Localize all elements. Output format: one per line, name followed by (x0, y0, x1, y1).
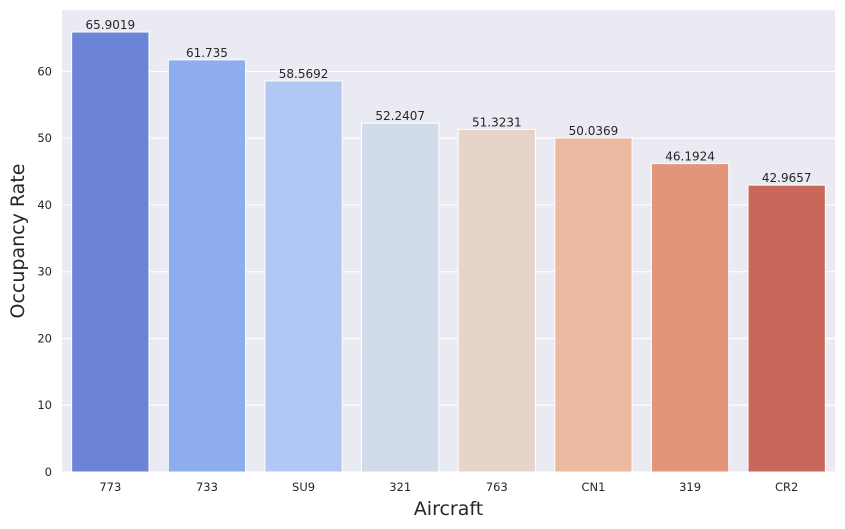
x-tick-label: CR2 (775, 480, 798, 494)
x-tick-label: CN1 (581, 480, 605, 494)
data-label-SU9: 58.5692 (279, 67, 329, 81)
bar-CR2 (747, 184, 826, 473)
data-labels: 65.9019 61.735 58.5692 52.2407 51.3231 50.036… (86, 18, 812, 185)
x-axis-title: Aircraft (414, 498, 483, 520)
bar-319 (650, 163, 730, 473)
x-tick-label: SU9 (292, 480, 315, 494)
data-label-773: 65.9019 (86, 18, 136, 32)
data-label-763: 51.3231 (472, 115, 522, 129)
data-label-319: 46.1924 (665, 150, 715, 164)
data-label-321: 52.2407 (375, 109, 425, 123)
y-tick-label: 0 (45, 465, 52, 479)
bar-773 (71, 31, 150, 473)
bar-CN1 (554, 137, 633, 473)
x-tick-label: 773 (99, 480, 121, 494)
y-tick-label: 20 (37, 331, 52, 345)
x-tick-label: 321 (389, 480, 411, 494)
bars (71, 31, 826, 473)
y-tick-label: 40 (37, 198, 52, 212)
bar-733 (167, 59, 247, 473)
y-axis-title: Occupancy Rate (7, 164, 29, 319)
y-tick-label: 50 (37, 131, 52, 145)
data-label-CN1: 50.0369 (569, 124, 619, 138)
data-label-CR2: 42.9657 (762, 171, 812, 185)
x-tick-label: 733 (196, 480, 218, 494)
y-tick-label: 30 (37, 265, 52, 279)
data-label-733: 61.735 (186, 46, 228, 60)
y-tick-label: 60 (37, 64, 52, 78)
y-axis-ticks: 0 10 20 30 40 50 60 (37, 64, 52, 479)
bar-321 (361, 122, 440, 473)
bar-763 (457, 128, 536, 473)
bar-SU9 (264, 80, 343, 473)
x-tick-label: 319 (679, 480, 701, 494)
y-tick-label: 10 (37, 398, 52, 412)
x-axis-ticks: 773 733 SU9 321 763 CN1 319 CR2 (99, 480, 798, 494)
x-tick-label: 763 (486, 480, 508, 494)
